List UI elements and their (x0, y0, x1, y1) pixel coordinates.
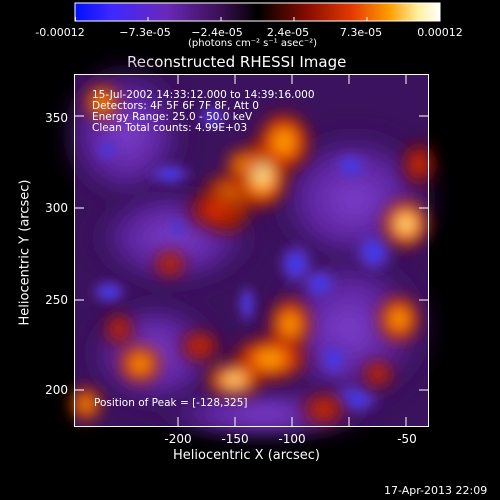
colorbar-tick-label: -0.00012 (35, 26, 85, 39)
x-tick-label: -200 (164, 432, 192, 446)
x-tick-label: -100 (278, 432, 306, 446)
colorbar (74, 2, 441, 22)
colorbar-unit-label: (photons cm⁻² s⁻¹ asec⁻²) (188, 38, 318, 49)
observation-time-label: 15-Jul-2002 14:33:12.000 to 14:39:16.000 (92, 89, 315, 101)
energy-range-label: Energy Range: 25.0 - 50.0 keV (92, 111, 253, 123)
y-tick-label: 200 (45, 383, 68, 397)
footer-timestamp: 17-Apr-2013 22:09 (384, 484, 488, 497)
peak-position-label: Position of Peak = [-128,325] (94, 397, 248, 409)
y-tick-label: 250 (45, 293, 68, 307)
x-tick-label: -150 (221, 432, 249, 446)
colorbar-tick-label: −7.3e-05 (119, 26, 171, 39)
colorbar-tick-label: 0.00012 (417, 26, 463, 39)
colorbar-tick-label: −2.4e-05 (191, 26, 243, 39)
plot-title: Reconstructed RHESSI Image (127, 53, 347, 71)
x-axis-label: Heliocentric X (arcsec) (173, 448, 320, 463)
y-tick-label: 300 (45, 201, 68, 215)
colorbar-tick-label: 7.3e-05 (339, 26, 383, 39)
y-axis-label: Heliocentric Y (arcsec) (17, 179, 33, 326)
detectors-label: Detectors: 4F 5F 6F 7F 8F, Att 0 (92, 100, 259, 112)
x-tick-label: -50 (397, 432, 417, 446)
y-tick-label: 350 (45, 111, 68, 125)
colorbar-tick-label: 2.4e-05 (266, 26, 310, 39)
reconstructed-image (54, 54, 449, 444)
clean-total-counts-label: Clean Total counts: 4.99E+03 (92, 122, 248, 134)
